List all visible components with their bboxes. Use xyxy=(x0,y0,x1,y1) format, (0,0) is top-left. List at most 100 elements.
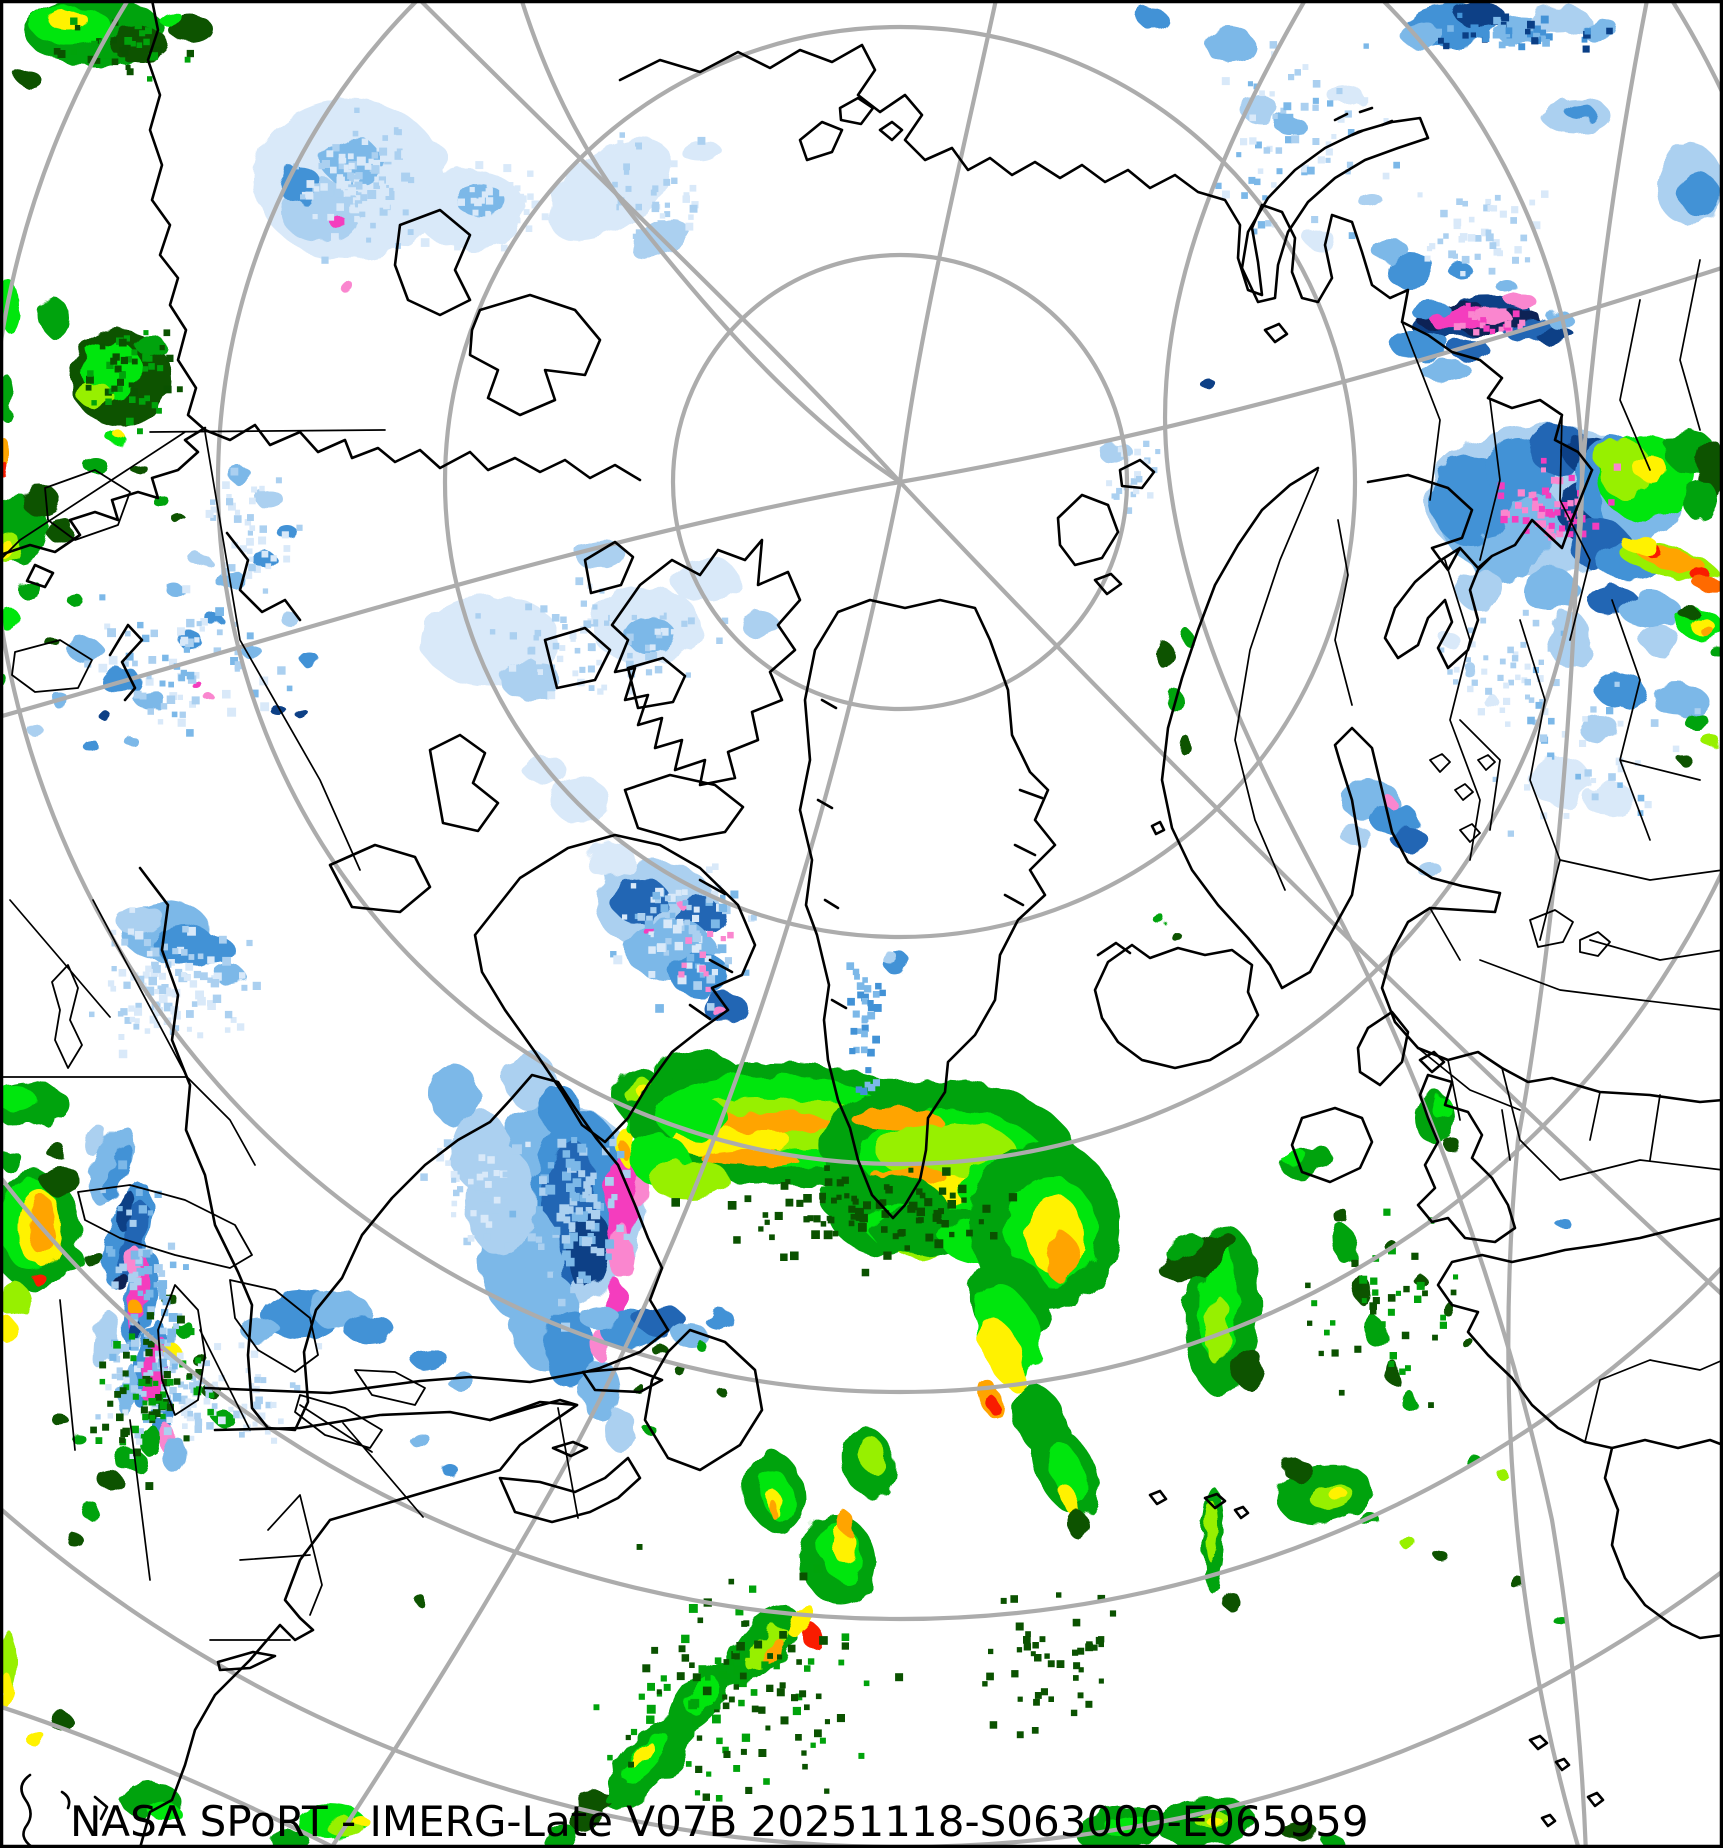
precip-speckle xyxy=(623,169,630,175)
precip-speckle xyxy=(795,1693,803,1701)
precip-speckle xyxy=(1010,1595,1018,1603)
precip-speckle xyxy=(506,182,514,189)
precip-speckle xyxy=(819,1636,828,1645)
precip-speckle xyxy=(881,1210,890,1218)
precip-speckle xyxy=(1347,129,1355,136)
precip-speckle xyxy=(111,929,117,935)
precip-speckle xyxy=(635,142,642,150)
precip-speckle xyxy=(382,135,389,141)
precip-speckle xyxy=(1637,794,1645,802)
precip-speckle xyxy=(652,891,661,900)
precip-speckle xyxy=(556,1212,566,1222)
precip-speckle xyxy=(695,943,702,950)
precip-speckle xyxy=(571,1212,581,1222)
precip-speckle xyxy=(1508,40,1516,47)
precip-blob xyxy=(1455,3,1505,27)
precip-speckle xyxy=(841,1642,849,1650)
precip-blob xyxy=(1495,278,1515,292)
coast-baffin xyxy=(473,833,757,1144)
precip-speckle xyxy=(1428,1402,1434,1408)
precip-blob xyxy=(1328,1488,1348,1500)
precip-speckle xyxy=(1504,38,1512,46)
precip-speckle xyxy=(1592,522,1600,530)
precip-speckle xyxy=(159,1338,165,1344)
precip-speckle xyxy=(195,1369,202,1376)
finnish-lakes xyxy=(1429,753,1496,843)
precip-speckle xyxy=(509,191,515,197)
precip-speckle xyxy=(1545,33,1553,41)
precip-speckle xyxy=(607,217,614,224)
precip-speckle xyxy=(183,1435,190,1442)
precip-blob xyxy=(390,140,450,180)
precip-speckle xyxy=(1254,178,1261,186)
precip-speckle xyxy=(722,1694,728,1700)
precip-speckle xyxy=(1465,657,1471,663)
precip-speckle xyxy=(106,361,114,369)
precip-speckle xyxy=(628,146,637,155)
precip-speckle xyxy=(167,1328,177,1338)
precip-speckle xyxy=(177,718,186,727)
latitude-circle xyxy=(0,1173,1723,1621)
precip-speckle xyxy=(367,190,377,199)
precip-speckle xyxy=(841,1176,849,1184)
precip-speckle xyxy=(580,600,587,607)
precip-speckle xyxy=(552,1226,561,1235)
precip-speckle xyxy=(162,654,169,662)
precip-speckle xyxy=(133,1023,140,1030)
precip-speckle xyxy=(1077,1692,1084,1699)
precip-speckle xyxy=(1387,1294,1396,1302)
precip-speckle xyxy=(1439,1321,1447,1329)
precip-speckle xyxy=(197,1361,204,1367)
precip-blob xyxy=(801,1622,823,1650)
precip-speckle xyxy=(145,27,152,35)
precip-speckle xyxy=(1520,641,1527,648)
precip-speckle xyxy=(1249,114,1256,122)
precip-speckle xyxy=(249,525,256,531)
precip-speckle xyxy=(492,1205,500,1214)
precip-speckle xyxy=(1312,138,1320,145)
precip-speckle xyxy=(499,190,506,197)
precip-speckle xyxy=(1388,1246,1396,1255)
precip-speckle xyxy=(580,626,588,634)
precip-speckle xyxy=(1510,662,1517,669)
precip-speckle xyxy=(388,180,397,188)
precip-blob xyxy=(1462,664,1478,676)
precip-speckle xyxy=(1039,1636,1046,1643)
precip-speckle xyxy=(1499,658,1506,665)
precip-blob xyxy=(295,709,309,719)
precip-blob xyxy=(190,553,210,567)
great-bear-lake xyxy=(44,469,131,541)
precip-speckle xyxy=(114,1391,121,1398)
precip-speckle xyxy=(1515,502,1522,509)
precip-speckle xyxy=(1085,1700,1093,1708)
precip-speckle xyxy=(300,194,306,200)
precip-speckle xyxy=(1072,1618,1081,1627)
precip-speckle xyxy=(1085,1643,1093,1652)
precip-speckle xyxy=(1524,678,1531,686)
precip-speckle xyxy=(1151,467,1158,474)
precip-speckle xyxy=(260,702,270,712)
precip-speckle xyxy=(372,190,382,200)
precip-speckle xyxy=(454,243,461,251)
precip-speckle xyxy=(590,1210,601,1220)
precip-speckle xyxy=(402,209,409,216)
precip-speckle xyxy=(224,1010,233,1019)
precip-speckle xyxy=(1465,302,1471,308)
precip-speckle xyxy=(525,225,533,232)
precip-speckle xyxy=(1510,217,1517,224)
precip-speckle xyxy=(1306,166,1315,175)
precip-speckle xyxy=(1467,234,1476,242)
precip-speckle xyxy=(1370,1277,1378,1285)
precip-speckle xyxy=(597,688,604,695)
precip-speckle xyxy=(226,498,234,506)
precip-blob xyxy=(1530,5,1590,35)
precip-speckle xyxy=(1469,641,1476,648)
precip-speckle xyxy=(706,974,716,984)
precip-speckle xyxy=(499,1199,508,1208)
precip-speckle xyxy=(1247,81,1253,87)
precip-speckle xyxy=(163,1371,171,1379)
precip-speckle xyxy=(94,58,101,64)
precip-blob xyxy=(281,614,299,626)
precip-speckle xyxy=(739,1672,747,1680)
precip-speckle xyxy=(698,1665,707,1674)
